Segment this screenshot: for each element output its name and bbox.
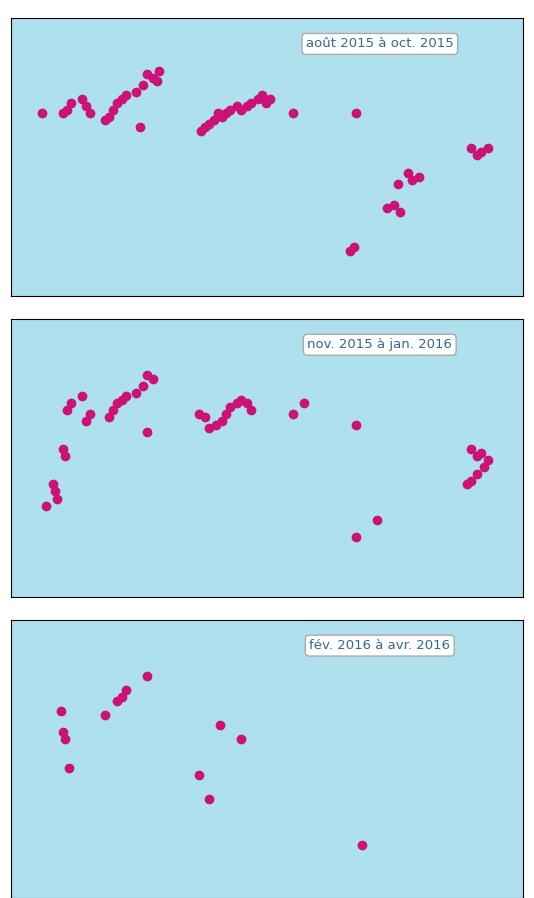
Text: août 2015 à oct. 2015: août 2015 à oct. 2015 [306, 38, 454, 50]
Text: nov. 2015 à jan. 2016: nov. 2015 à jan. 2016 [308, 339, 452, 351]
Text: fév. 2016 à avr. 2016: fév. 2016 à avr. 2016 [309, 639, 450, 652]
